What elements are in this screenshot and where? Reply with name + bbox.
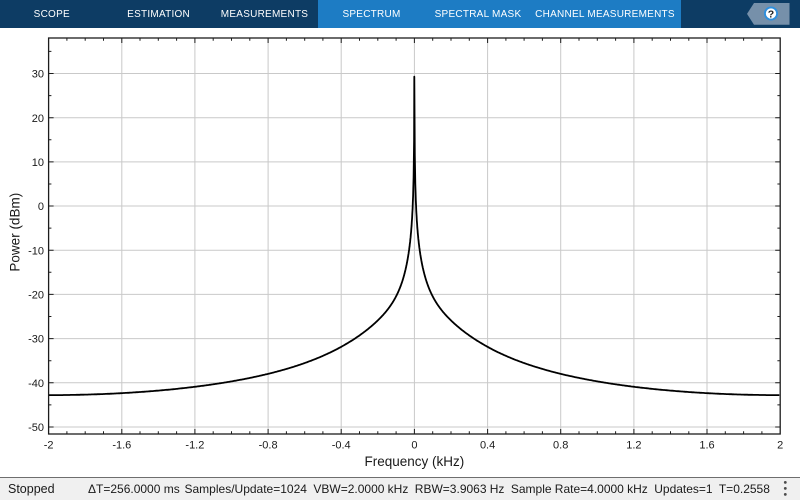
svg-text:Power (dBm): Power (dBm) xyxy=(8,193,23,272)
svg-text:10: 10 xyxy=(32,157,44,169)
svg-text:-1.2: -1.2 xyxy=(185,439,204,451)
svg-text:1.2: 1.2 xyxy=(626,439,641,451)
svg-text:Frequency (kHz): Frequency (kHz) xyxy=(365,454,465,469)
svg-text:-10: -10 xyxy=(28,245,44,257)
svg-text:-20: -20 xyxy=(28,290,44,302)
svg-text:-2: -2 xyxy=(44,439,54,451)
svg-text:0: 0 xyxy=(38,201,44,213)
svg-text:20: 20 xyxy=(32,113,44,125)
svg-text:-1.6: -1.6 xyxy=(112,439,131,451)
svg-text:-0.4: -0.4 xyxy=(332,439,351,451)
svg-text:-50: -50 xyxy=(28,422,44,434)
svg-text:30: 30 xyxy=(32,69,44,81)
svg-text:0: 0 xyxy=(411,439,417,451)
svg-text:0.4: 0.4 xyxy=(480,439,495,451)
svg-text:-0.8: -0.8 xyxy=(259,439,278,451)
svg-text:0.8: 0.8 xyxy=(553,439,568,451)
svg-text:?: ? xyxy=(768,8,774,20)
svg-text:2: 2 xyxy=(777,439,783,451)
svg-text:-30: -30 xyxy=(28,334,44,346)
svg-text:-40: -40 xyxy=(28,378,44,390)
svg-text:1.6: 1.6 xyxy=(699,439,714,451)
